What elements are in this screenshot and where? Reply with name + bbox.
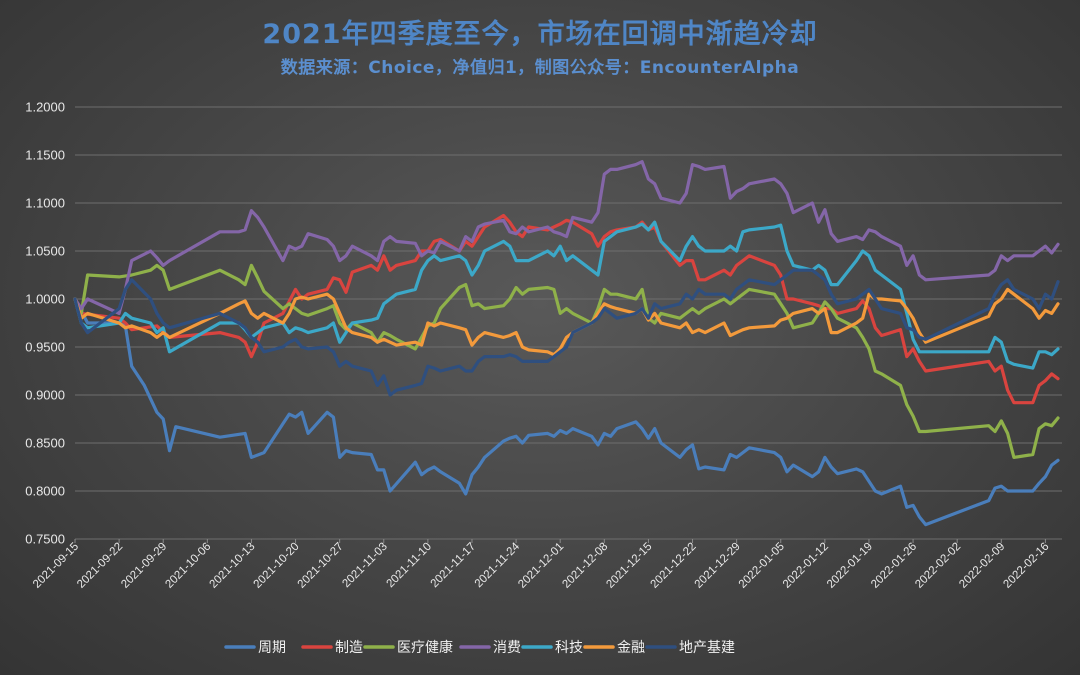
y-tick-label: 0.7500 <box>25 532 65 547</box>
y-tick-label: 1.0000 <box>25 292 65 307</box>
y-tick-label: 1.1000 <box>25 196 65 211</box>
x-tick-label: 2021-12-08 <box>560 541 610 591</box>
legend-label: 地产基建 <box>679 639 735 656</box>
x-tick-label: 2022-02-02 <box>913 541 963 591</box>
x-tick-label: 2022-01-26 <box>869 541 919 591</box>
y-tick-label: 0.9500 <box>25 340 65 355</box>
y-tick-label: 0.8500 <box>25 436 65 451</box>
x-tick-label: 2021-11-03 <box>340 541 389 590</box>
y-tick-label: 1.0500 <box>25 244 65 259</box>
y-tick-label: 0.8000 <box>25 484 65 499</box>
legend-label: 周期 <box>258 640 286 656</box>
x-tick-label: 2022-01-05 <box>737 541 787 591</box>
x-tick-label: 2021-11-10 <box>385 541 434 590</box>
chart-subtitle: 数据来源：Choice，净值归1，制图公众号：EncounterAlpha <box>280 58 800 78</box>
x-tick-label: 2022-02-09 <box>957 541 1007 591</box>
x-tick-label: 2021-12-15 <box>604 541 654 591</box>
x-tick-label: 2021-10-27 <box>296 541 346 591</box>
x-tick-label: 2021-12-29 <box>693 541 743 591</box>
x-tick-label: 2021-11-17 <box>429 541 478 590</box>
series-line-0 <box>73 297 1060 527</box>
x-tick-label: 2021-09-15 <box>31 541 81 591</box>
x-tick-label: 2021-12-22 <box>649 541 699 591</box>
y-tick-label: 1.1500 <box>25 148 65 163</box>
x-tick-label: 2022-01-12 <box>781 541 831 591</box>
legend-label: 科技 <box>555 640 583 656</box>
x-tick-label: 2021-10-20 <box>252 541 302 591</box>
legend-label: 制造 <box>335 640 363 656</box>
x-tick-label: 2021-10-13 <box>207 541 257 591</box>
series-line-4 <box>73 220 1060 370</box>
x-tick-label: 2021-10-06 <box>163 541 213 591</box>
x-tick-label: 2022-01-19 <box>825 541 875 591</box>
legend-label: 消费 <box>493 640 521 656</box>
chart-title: 2021年四季度至今，市场在回调中渐趋冷却 <box>262 19 818 50</box>
x-tick-label: 2021-09-22 <box>75 541 125 591</box>
x-tick-label: 2021-12-01 <box>516 541 566 591</box>
legend-label: 医疗健康 <box>397 639 453 656</box>
series-line-1 <box>73 213 1060 405</box>
y-tick-label: 0.9000 <box>25 388 65 403</box>
legend-label: 金融 <box>617 640 645 656</box>
series-line-2 <box>73 263 1060 459</box>
x-tick-label: 2021-11-24 <box>473 540 523 590</box>
series-line-3 <box>73 160 1060 315</box>
x-tick-label: 2022-02-16 <box>1001 541 1051 591</box>
x-tick-label: 2021-09-29 <box>119 541 169 591</box>
y-tick-label: 1.2000 <box>25 100 65 115</box>
series-line-6 <box>73 268 1060 397</box>
